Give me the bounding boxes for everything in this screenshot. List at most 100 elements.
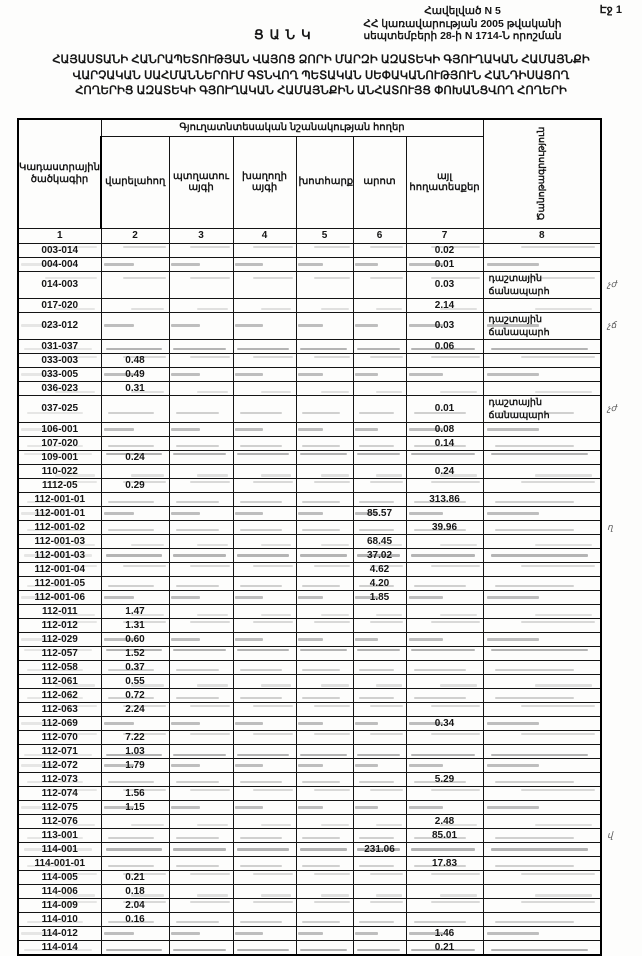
cell-fruit-orchard	[168, 256, 234, 272]
cell-other-land-types	[405, 799, 484, 815]
cell-fruit-orchard	[168, 311, 234, 340]
cell-note	[482, 799, 603, 815]
cell-fruit-orchard	[168, 297, 234, 313]
cell-hayfield	[295, 603, 354, 619]
handwritten-margin-mark	[601, 870, 639, 884]
cell-vineyard	[232, 687, 297, 703]
cell-arable	[100, 925, 170, 941]
cell-arable	[100, 394, 170, 423]
cell-fruit-orchard	[168, 757, 234, 773]
cell-vineyard	[232, 827, 297, 843]
cell-arable	[100, 939, 170, 956]
handwritten-margin-mark	[601, 548, 639, 562]
cell-fruit-orchard	[168, 799, 234, 815]
cell-vineyard	[232, 519, 297, 535]
cell-note	[482, 505, 603, 521]
cell-vineyard	[232, 270, 297, 299]
cell-cadastral-code: 033-005	[17, 366, 102, 382]
cell-other-land-types	[405, 547, 484, 563]
cell-fruit-orchard	[168, 435, 234, 451]
handwritten-margin-mark	[601, 744, 639, 758]
cell-other-land-types	[405, 589, 484, 605]
cell-arable: 1.56	[100, 785, 170, 801]
cell-fruit-orchard	[168, 883, 234, 899]
table-row: 112-069 0.34	[17, 715, 639, 731]
cell-fruit-orchard	[168, 827, 234, 843]
cell-fruit-orchard	[168, 338, 234, 354]
cell-fruit-orchard	[168, 855, 234, 871]
cell-arable: 0.72	[100, 687, 170, 703]
cell-pasture: 68.45	[352, 533, 407, 549]
handwritten-margin-mark	[601, 884, 639, 898]
cell-vineyard	[232, 366, 297, 382]
handwritten-margin-mark	[601, 257, 639, 271]
table-row: 112-074 1.56	[17, 785, 639, 801]
cell-other-land-types: 313.86	[405, 491, 484, 507]
cell-fruit-orchard	[168, 421, 234, 437]
cell-fruit-orchard	[168, 687, 234, 703]
cell-vineyard	[232, 297, 297, 313]
cell-arable	[100, 561, 170, 577]
table-row: 114-012 1.46	[17, 925, 639, 941]
cell-vineyard	[232, 561, 297, 577]
table-row: 112-001-05 4.20	[17, 575, 639, 591]
cell-arable: 0.16	[100, 911, 170, 927]
land-parcels-table-wrap: Կադաստրային ծածկագիր Գյուղատնտեսական նշա…	[17, 118, 639, 956]
cell-note	[482, 449, 603, 465]
cell-arable: 1.31	[100, 617, 170, 633]
title-line-2: ՎԱՐՉԱԿԱՆ ՍԱՀՄԱՆՆԵՐՈՒՄ ԳՏՆՎՈՂ ՊԵՏԱԿԱՆ ՍԵՓ…	[72, 69, 570, 82]
cell-cadastral-code: 004-004	[17, 256, 102, 272]
handwritten-margin-mark	[601, 243, 639, 257]
cell-pasture	[352, 897, 407, 913]
cell-cadastral-code: 114-001	[17, 841, 102, 857]
table-row: 014-003 0.03 դաշտային ճանապարհ չժ	[17, 270, 639, 299]
cell-cadastral-code: 114-005	[17, 869, 102, 885]
cell-pasture	[352, 435, 407, 451]
table-row: 112-001-04 4.62	[17, 561, 639, 577]
table-header: Կադաստրային ծածկագիր Գյուղատնտեսական նշա…	[17, 118, 639, 244]
handwritten-margin-mark	[601, 381, 639, 395]
cell-other-land-types: 2.48	[405, 813, 484, 829]
cell-pasture	[352, 785, 407, 801]
table-row: 114-001 231.06	[17, 841, 639, 857]
handwritten-margin-mark	[601, 562, 639, 576]
cell-cadastral-code: 003-014	[17, 242, 102, 258]
cell-pasture	[352, 813, 407, 829]
cell-hayfield	[295, 421, 354, 437]
cell-pasture	[352, 338, 407, 354]
table-row: 112-061 0.55	[17, 673, 639, 689]
table-row: 112-001-01 85.57	[17, 505, 639, 521]
handwritten-margin-mark	[601, 478, 639, 492]
cell-other-land-types: 0.14	[405, 435, 484, 451]
cell-vineyard	[232, 701, 297, 717]
cell-pasture	[352, 394, 407, 423]
cell-note	[482, 338, 603, 354]
cell-arable: 0.18	[100, 883, 170, 899]
handwritten-margin-mark	[601, 367, 639, 381]
cell-arable: 1.03	[100, 743, 170, 759]
cell-note	[482, 421, 603, 437]
cell-fruit-orchard	[168, 603, 234, 619]
table-row: 112-011 1.47	[17, 603, 639, 619]
cell-hayfield	[295, 477, 354, 493]
cell-vineyard	[232, 603, 297, 619]
cell-pasture	[352, 673, 407, 689]
cell-cadastral-code: 114-014	[17, 939, 102, 956]
cell-cadastral-code: 107-020	[17, 435, 102, 451]
cell-note	[482, 645, 603, 661]
cell-pasture	[352, 939, 407, 956]
handwritten-margin-mark	[601, 576, 639, 590]
table-row: 107-020 0.14	[17, 435, 639, 451]
cell-other-land-types	[405, 575, 484, 591]
cell-pasture	[352, 883, 407, 899]
land-parcels-table: Կադաստրային ծածկագիր Գյուղատնտեսական նշա…	[17, 118, 639, 956]
cell-vineyard	[232, 449, 297, 465]
cell-vineyard	[232, 925, 297, 941]
cell-pasture	[352, 477, 407, 493]
page-number: Էջ 1	[599, 4, 622, 16]
cell-cadastral-code: 106-001	[17, 421, 102, 437]
cell-other-land-types	[405, 785, 484, 801]
cell-pasture	[352, 799, 407, 815]
cell-vineyard	[232, 743, 297, 759]
cell-hayfield	[295, 463, 354, 479]
